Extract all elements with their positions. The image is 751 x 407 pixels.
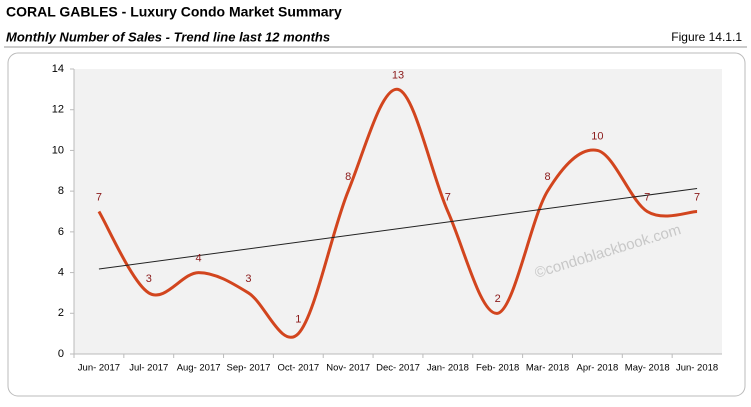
y-tick-label: 4 — [58, 266, 64, 278]
series-line — [97, 87, 698, 339]
x-tick-label: Nov- 2017 — [326, 363, 370, 374]
data-label: 2 — [495, 293, 501, 305]
y-tick-label: 0 — [58, 348, 64, 360]
chart-subtitle: Monthly Number of Sales - Trend line las… — [6, 29, 330, 44]
data-label: 7 — [694, 191, 700, 203]
y-tick-label: 8 — [58, 185, 64, 197]
data-label: 4 — [196, 252, 202, 264]
x-tick-label: Sep- 2017 — [227, 363, 271, 374]
data-label: 10 — [591, 130, 603, 142]
data-label: 7 — [445, 191, 451, 203]
x-tick-label: Jun- 2017 — [78, 363, 120, 374]
data-label: 3 — [146, 273, 152, 285]
data-label: 8 — [345, 171, 351, 183]
page-title: CORAL GABLES - Luxury Condo Market Summa… — [6, 4, 342, 20]
x-tick-label: Aug- 2017 — [177, 363, 221, 374]
y-tick-label: 6 — [58, 226, 64, 238]
y-tick-label: 10 — [52, 144, 64, 156]
data-label: 1 — [295, 314, 301, 326]
trend-line — [98, 187, 698, 270]
x-tick-label: Oct- 2017 — [277, 363, 319, 374]
x-tick-label: Feb- 2018 — [476, 363, 519, 374]
plot-area — [74, 69, 722, 354]
x-tick-label: Jul- 2017 — [129, 363, 168, 374]
y-tick-label: 14 — [52, 63, 64, 75]
x-tick-label: Jan- 2018 — [427, 363, 469, 374]
x-tick-label: Apr- 2018 — [577, 363, 619, 374]
x-tick-label: Dec- 2017 — [376, 363, 420, 374]
data-label: 7 — [96, 191, 102, 203]
x-tick-label: Jun- 2018 — [676, 363, 718, 374]
x-tick-label: Mar- 2018 — [526, 363, 569, 374]
y-tick-label: 12 — [52, 104, 64, 116]
data-label: 8 — [544, 171, 550, 183]
figure-label: Figure 14.1.1 — [671, 30, 742, 44]
data-label: 7 — [644, 191, 650, 203]
y-tick-label: 2 — [58, 307, 64, 319]
data-label: 3 — [245, 273, 251, 285]
x-tick-label: May- 2018 — [625, 363, 670, 374]
data-label: 13 — [392, 69, 404, 81]
